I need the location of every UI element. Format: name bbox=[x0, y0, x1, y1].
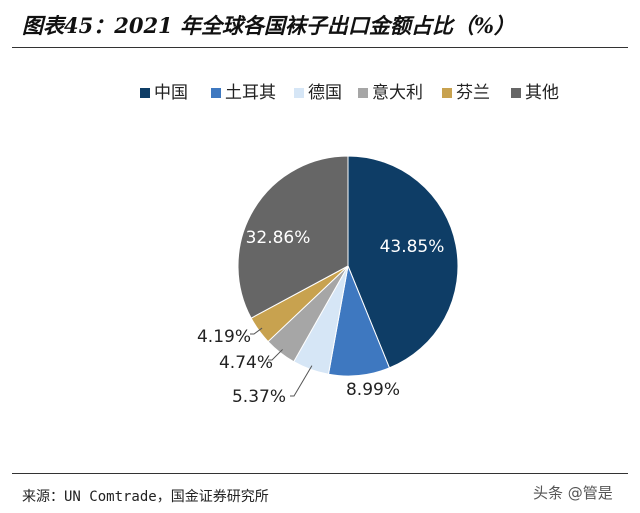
data-label: 8.99% bbox=[346, 380, 400, 400]
source-divider bbox=[12, 473, 628, 474]
leader-lines bbox=[250, 327, 313, 397]
chart-title: 图表45：2021 年全球各国袜子出口金额占比（%） bbox=[22, 13, 515, 38]
pie-slice bbox=[237, 155, 349, 319]
data-labels: 43.85% 8.99% 5.37% 4.74% 4.19% 32.86% bbox=[197, 228, 444, 407]
leader-line bbox=[268, 349, 283, 361]
legend-label: 德国 bbox=[308, 83, 342, 103]
data-label: 43.85% bbox=[380, 237, 445, 257]
title-divider bbox=[12, 47, 628, 48]
legend-swatch bbox=[140, 88, 150, 98]
legend-label: 中国 bbox=[154, 83, 188, 103]
data-label: 4.74% bbox=[219, 353, 273, 373]
legend-label: 意大利 bbox=[372, 83, 423, 103]
pie-slices bbox=[237, 155, 459, 377]
legend-swatch bbox=[511, 88, 521, 98]
legend-label: 土耳其 bbox=[225, 83, 276, 103]
pie-slice bbox=[347, 155, 459, 369]
legend-swatch bbox=[294, 88, 304, 98]
data-label: 4.19% bbox=[197, 327, 251, 347]
data-label: 32.86% bbox=[246, 228, 311, 248]
legend-swatch bbox=[211, 88, 221, 98]
source-note: 来源：UN Comtrade，国金证券研究所 bbox=[22, 489, 269, 505]
legend-swatch bbox=[358, 88, 368, 98]
leader-line bbox=[250, 327, 263, 335]
watermark-text: 头条 @管是 bbox=[533, 484, 613, 502]
legend-label: 芬兰 bbox=[456, 83, 490, 103]
data-label: 5.37% bbox=[232, 387, 286, 407]
legend-label: 其他 bbox=[525, 83, 559, 103]
leader-line bbox=[290, 365, 313, 397]
legend-swatch bbox=[442, 88, 452, 98]
chart-legend: 中国 土耳其 德国 意大利 芬兰 其他 bbox=[140, 83, 559, 103]
